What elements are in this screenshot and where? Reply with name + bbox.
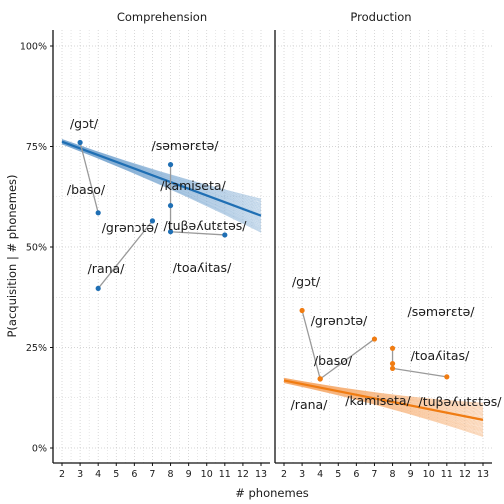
- data-point: [167, 229, 174, 235]
- x-tick-label: 9: [408, 469, 414, 480]
- posterior-draw-line: [61, 138, 262, 200]
- data-label: /toaʎitas/: [411, 348, 470, 363]
- label-connector-line: [170, 231, 225, 236]
- data-label: /kamiseta/: [160, 178, 226, 193]
- x-tick-label: 3: [299, 469, 305, 480]
- data-label: /tuβəʎutɛtəs/: [419, 394, 503, 409]
- label-connector-line: [392, 367, 447, 378]
- x-tick-label: 2: [281, 469, 287, 480]
- labels-production: /gɔt/ /baso/ /rana/ /grənɔtə/ /səmərɛtə/ /kam…: [291, 274, 503, 412]
- x-tick-label: 9: [186, 469, 192, 480]
- x-ticks-production: 2 3 4 5 6 7 8 9 10 11 12 13: [281, 463, 489, 480]
- data-point: [167, 161, 174, 168]
- data-point: [299, 307, 305, 314]
- label-connector-line: [97, 220, 153, 289]
- x-tick-label: 8: [390, 469, 396, 480]
- data-point: [95, 210, 101, 216]
- data-label: /səmərɛtə/: [152, 138, 220, 153]
- x-tick-label: 13: [255, 469, 267, 480]
- labels-comprehension: /gɔt/ /baso/ /rana/ /grənɔtə/ /səmərɛtə/ /kam…: [67, 116, 247, 276]
- data-label: /səmərɛtə/: [408, 304, 476, 319]
- y-tick-label: 50%: [26, 243, 47, 254]
- fit-production: [283, 379, 484, 421]
- data-label: /gɔt/: [70, 116, 99, 131]
- data-label: /grənɔtə/: [311, 313, 368, 328]
- data-point: [389, 365, 396, 372]
- data-point: [95, 285, 101, 292]
- x-tick-label: 11: [441, 469, 453, 480]
- points-comprehension: [77, 139, 228, 292]
- y-tick-label: 25%: [26, 343, 47, 354]
- x-tick-label: 3: [77, 469, 83, 480]
- data-label: /baso/: [314, 353, 353, 368]
- label-connector-line: [301, 310, 321, 380]
- x-tick-label: 12: [237, 469, 249, 480]
- panel-title-comprehension: Comprehension: [117, 10, 207, 24]
- x-tick-label: 5: [335, 469, 341, 480]
- fit-comprehension: [61, 140, 262, 217]
- fit-line: [61, 140, 262, 217]
- x-tick-label: 7: [149, 469, 155, 480]
- data-label: /gɔt/: [292, 274, 321, 289]
- x-tick-label: 13: [477, 469, 489, 480]
- data-label: /grənɔtə/: [102, 220, 159, 235]
- panel-comprehension: Comprehension /gɔt/ /baso/ /rana/ /grənɔtə/…: [52, 10, 270, 480]
- data-point: [317, 376, 323, 382]
- x-ticks-comprehension: 2 3 4 5 6 7 8 9 10 11 12 13: [59, 463, 267, 480]
- x-axis-title: # phonemes: [235, 486, 309, 500]
- x-tick-label: 6: [131, 469, 137, 480]
- x-tick-label: 12: [459, 469, 471, 480]
- x-tick-label: 2: [59, 469, 65, 480]
- posterior-draw-line: [283, 377, 484, 404]
- data-point: [149, 218, 156, 224]
- x-tick-label: 10: [201, 469, 213, 480]
- y-axis-title: P(acquisition | # phonemes): [5, 174, 19, 337]
- panel-title-production: Production: [350, 10, 411, 24]
- data-label: /toaʎitas/: [173, 260, 232, 275]
- grid-comprehension: [53, 30, 270, 463]
- label-connector-line: [79, 142, 99, 213]
- x-tick-label: 5: [113, 469, 119, 480]
- x-tick-label: 4: [317, 469, 323, 480]
- data-label: /rana/: [291, 397, 329, 412]
- y-tick-label: 100%: [20, 42, 47, 53]
- x-tick-label: 4: [95, 469, 101, 480]
- data-point: [444, 374, 450, 380]
- data-point: [77, 139, 83, 146]
- x-tick-label: 7: [371, 469, 377, 480]
- fit-line: [283, 379, 484, 421]
- x-tick-label: 11: [219, 469, 231, 480]
- data-point: [167, 202, 174, 209]
- data-point: [371, 336, 378, 342]
- y-tick-label: 0%: [32, 444, 47, 455]
- x-tick-label: 10: [423, 469, 435, 480]
- data-point: [389, 345, 396, 351]
- y-axis-ticks: 0% 25% 50% 75% 100%: [20, 42, 53, 455]
- points-production: [299, 307, 450, 382]
- panel-production: Production /gɔt/ /baso/ /rana/ /grənɔtə/ /sə…: [274, 10, 503, 480]
- x-tick-label: 8: [168, 469, 174, 480]
- label-connector-line: [319, 338, 375, 380]
- data-label: /tuβəʎutɛtəs/: [164, 218, 248, 233]
- data-point: [389, 360, 396, 367]
- grid-production: [275, 30, 492, 463]
- segments-comprehension: [79, 142, 225, 289]
- x-tick-label: 6: [353, 469, 359, 480]
- data-label: /baso/: [67, 182, 106, 197]
- data-label: /rana/: [88, 261, 126, 276]
- data-label: /kamiseta/: [345, 393, 411, 408]
- y-tick-label: 75%: [26, 142, 47, 153]
- data-point: [222, 232, 228, 238]
